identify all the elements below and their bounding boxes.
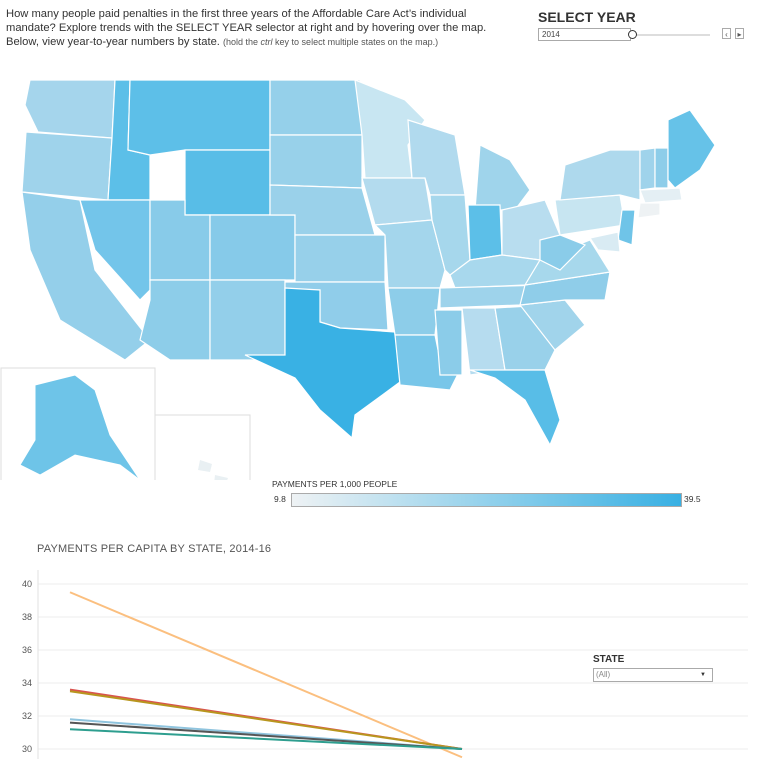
intro-text: How many people paid penalties in the fi… — [6, 7, 518, 49]
hint-prefix: (hold the — [223, 37, 261, 47]
map-legend-min: 9.8 — [274, 494, 286, 504]
map-legend-title: PAYMENTS PER 1,000 PEOPLE — [272, 479, 398, 489]
state-ms[interactable] — [434, 309, 463, 376]
series-line-0[interactable] — [69, 591, 463, 759]
state-fl[interactable] — [469, 369, 561, 447]
chevron-down-icon: ▼ — [700, 672, 706, 678]
chevron-right-icon: ▸ — [737, 30, 742, 39]
state-wv[interactable] — [539, 234, 587, 271]
series-line-4[interactable] — [69, 721, 463, 750]
map-legend-color-bar — [291, 493, 682, 507]
state-nm[interactable] — [209, 279, 286, 361]
state-ks[interactable] — [294, 234, 386, 283]
state-ca[interactable] — [21, 191, 151, 361]
state-pa[interactable] — [554, 194, 626, 236]
y-tick-label: 36 — [22, 645, 32, 655]
year-value-box[interactable]: 2014 — [538, 28, 631, 41]
state-md[interactable] — [589, 231, 621, 253]
intro-line-2: mandate? Explore trends with the SELECT … — [6, 22, 487, 34]
state-wy[interactable] — [184, 149, 271, 216]
state-nd[interactable] — [269, 79, 363, 136]
us-map[interactable] — [0, 60, 759, 480]
year-slider-track[interactable] — [630, 34, 710, 36]
state-filter-select[interactable]: (All) ▼ — [593, 668, 713, 682]
state-mn[interactable] — [354, 79, 426, 179]
state-tx[interactable] — [244, 287, 401, 440]
state-filter-label: STATE — [593, 654, 625, 665]
hint-key: ctrl — [260, 37, 273, 47]
y-tick-label: 30 — [22, 744, 32, 754]
intro-hint: (hold the ctrl key to select multiple st… — [223, 37, 438, 47]
state-nv[interactable] — [79, 199, 151, 301]
state-filter-value: (All) — [596, 670, 611, 679]
state-co[interactable] — [209, 214, 296, 281]
line-chart: 40 38 36 34 32 30 — [22, 570, 748, 759]
intro-line-1: How many people paid penalties in the fi… — [6, 8, 467, 20]
chevron-left-icon: ‹ — [725, 30, 728, 39]
state-ia[interactable] — [361, 177, 433, 226]
state-az[interactable] — [139, 279, 211, 361]
state-me[interactable] — [667, 109, 716, 189]
y-tick-label: 40 — [22, 579, 32, 589]
state-vt[interactable] — [639, 147, 656, 191]
y-tick-label: 38 — [22, 612, 32, 622]
state-ma[interactable] — [639, 187, 683, 204]
year-slider-thumb[interactable] — [628, 30, 637, 39]
state-nj[interactable] — [617, 209, 636, 246]
state-in[interactable] — [467, 204, 503, 261]
intro-line-3: Below, view year-to-year numbers by stat… — [6, 36, 220, 48]
state-sd[interactable] — [269, 134, 363, 189]
state-or[interactable] — [21, 131, 113, 201]
line-chart-title: PAYMENTS PER CAPITA BY STATE, 2014-16 — [37, 543, 272, 555]
state-hi[interactable] — [198, 460, 212, 472]
state-ct[interactable] — [637, 202, 661, 219]
select-year-title: SELECT YEAR — [538, 9, 636, 25]
y-tick-label: 32 — [22, 711, 32, 721]
y-tick-label: 34 — [22, 678, 32, 688]
series-line-5[interactable] — [69, 728, 463, 750]
state-mi[interactable] — [474, 144, 531, 211]
year-next-button[interactable]: ▸ — [735, 28, 744, 39]
state-ny[interactable] — [559, 149, 641, 201]
series-line-2[interactable] — [69, 690, 463, 750]
state-nh[interactable] — [654, 147, 669, 189]
state-ar[interactable] — [387, 287, 441, 336]
year-prev-button[interactable]: ‹ — [722, 28, 731, 39]
state-mt[interactable] — [127, 79, 271, 156]
hint-suffix: key to select multiple states on the map… — [272, 37, 439, 47]
map-legend-max: 39.5 — [684, 494, 701, 504]
state-ak[interactable] — [19, 374, 141, 480]
state-wa[interactable] — [24, 79, 116, 139]
